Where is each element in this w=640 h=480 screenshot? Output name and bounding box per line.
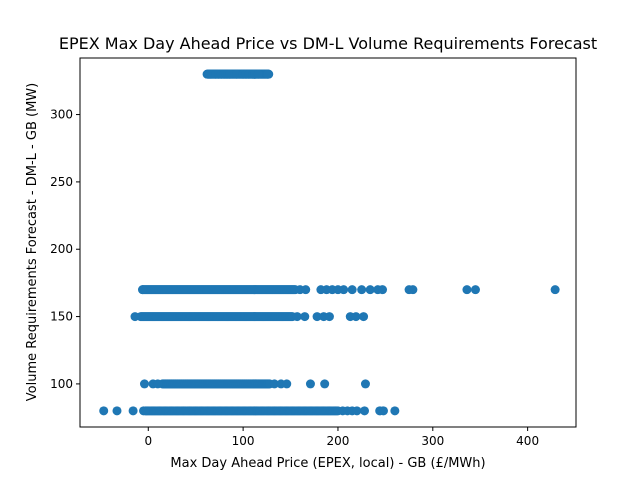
data-point bbox=[153, 379, 163, 389]
data-points bbox=[99, 69, 560, 416]
data-point bbox=[352, 406, 362, 416]
data-point bbox=[292, 312, 302, 322]
data-point bbox=[305, 379, 315, 389]
data-point bbox=[138, 285, 148, 295]
y-tick-label: 150 bbox=[50, 310, 73, 324]
data-point bbox=[324, 312, 334, 322]
data-point bbox=[357, 285, 367, 295]
x-tick-label: 200 bbox=[327, 434, 350, 448]
y-axis-label: Volume Requirements Forecast - DM-L - GB… bbox=[25, 83, 40, 401]
data-point bbox=[112, 406, 122, 416]
data-point bbox=[378, 406, 388, 416]
data-point bbox=[301, 285, 311, 295]
data-point bbox=[300, 312, 310, 322]
y-tick-label: 100 bbox=[50, 377, 73, 391]
x-tick-label: 0 bbox=[144, 434, 152, 448]
x-axis-ticks: 0 100 200 300 400 bbox=[144, 427, 539, 448]
chart-title: EPEX Max Day Ahead Price vs DM-L Volume … bbox=[59, 34, 597, 53]
x-axis-label: Max Day Ahead Price (EPEX, local) - GB (… bbox=[170, 456, 485, 471]
data-point bbox=[550, 285, 560, 295]
data-point bbox=[462, 285, 472, 295]
data-point bbox=[351, 312, 361, 322]
x-tick-label: 400 bbox=[516, 434, 539, 448]
data-point bbox=[139, 379, 149, 389]
data-point bbox=[320, 379, 330, 389]
y-axis-ticks: 100 150 200 250 300 bbox=[50, 108, 80, 391]
data-point bbox=[140, 406, 150, 416]
x-tick-label: 100 bbox=[232, 434, 255, 448]
data-point bbox=[269, 379, 279, 389]
data-point bbox=[128, 406, 138, 416]
data-point bbox=[365, 285, 375, 295]
data-point bbox=[263, 69, 273, 79]
data-point bbox=[360, 406, 370, 416]
data-point bbox=[253, 69, 263, 79]
x-tick-label: 300 bbox=[421, 434, 444, 448]
data-point bbox=[231, 69, 241, 79]
data-point bbox=[408, 285, 418, 295]
data-point bbox=[339, 285, 349, 295]
data-point bbox=[282, 379, 292, 389]
data-point bbox=[130, 312, 140, 322]
plot-frame bbox=[79, 57, 577, 428]
data-point bbox=[360, 379, 370, 389]
y-tick-label: 200 bbox=[50, 242, 73, 256]
data-point bbox=[390, 406, 400, 416]
data-point bbox=[312, 312, 322, 322]
data-point bbox=[99, 406, 109, 416]
y-tick-label: 250 bbox=[50, 175, 73, 189]
y-tick-label: 300 bbox=[50, 108, 73, 122]
data-point bbox=[378, 285, 388, 295]
data-point bbox=[225, 69, 235, 79]
data-point bbox=[470, 285, 480, 295]
data-point bbox=[359, 312, 369, 322]
data-point bbox=[347, 285, 357, 295]
